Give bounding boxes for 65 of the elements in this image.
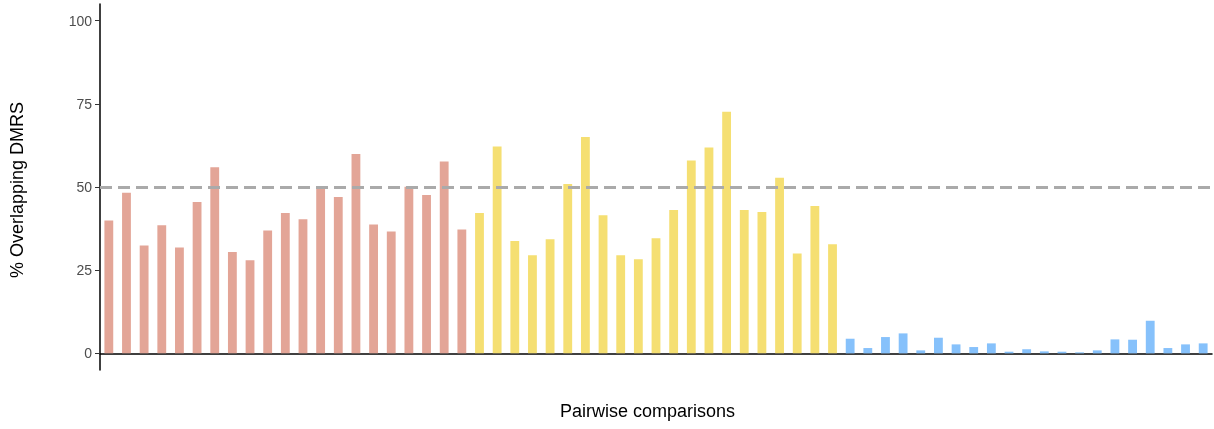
bar [175, 247, 184, 354]
bar [951, 344, 961, 354]
bar [810, 205, 820, 354]
bar [139, 245, 149, 354]
bar [1092, 350, 1102, 354]
bar [881, 337, 890, 354]
bar [192, 201, 202, 354]
bar [475, 212, 484, 354]
bar [1110, 339, 1120, 354]
bar [510, 240, 520, 354]
bar [245, 260, 255, 354]
bar [457, 229, 467, 354]
bar [704, 147, 714, 354]
bar [739, 209, 749, 354]
bar [792, 253, 802, 354]
bar [316, 186, 326, 354]
bar [898, 333, 908, 354]
bar [1022, 349, 1032, 354]
bar [916, 350, 926, 354]
bar [545, 239, 555, 354]
bar [210, 167, 220, 354]
bar [227, 251, 237, 354]
bar [633, 259, 643, 354]
bar [386, 231, 396, 354]
y-tick-label: 75 [76, 95, 93, 112]
bar [722, 111, 732, 354]
bar [863, 348, 873, 354]
bar [369, 224, 378, 354]
bar [422, 194, 431, 354]
y-axis-title: % Overlapping DMRS [7, 101, 27, 279]
bar [669, 209, 679, 354]
bar [1181, 344, 1190, 354]
y-tick-label: 100 [68, 12, 93, 29]
bar [104, 220, 114, 354]
bar [404, 186, 414, 354]
bar [333, 196, 343, 354]
bar [651, 238, 661, 354]
bar [616, 255, 626, 354]
bar [1198, 343, 1208, 354]
bar [492, 146, 502, 354]
y-tick-label: 0 [84, 345, 93, 362]
bar [828, 244, 837, 354]
bar [1145, 320, 1155, 354]
bar [563, 184, 573, 354]
y-tick-label: 50 [76, 179, 93, 195]
bar [439, 161, 449, 354]
bar [280, 212, 290, 354]
bar [686, 160, 696, 354]
bar [845, 338, 855, 354]
bar [969, 347, 979, 354]
bar [1163, 348, 1173, 354]
bar [122, 192, 131, 354]
bar [986, 343, 996, 354]
bar [157, 225, 167, 354]
bar [1128, 339, 1137, 354]
bar [757, 211, 767, 354]
bar [775, 177, 784, 354]
bar [934, 337, 943, 354]
bar [598, 215, 608, 354]
bar [580, 137, 590, 354]
bar [528, 255, 537, 354]
bar [298, 219, 308, 354]
y-tick-label: 25 [76, 262, 93, 279]
x-axis-title: Pairwise comparisons [560, 401, 736, 421]
bar [263, 230, 273, 354]
